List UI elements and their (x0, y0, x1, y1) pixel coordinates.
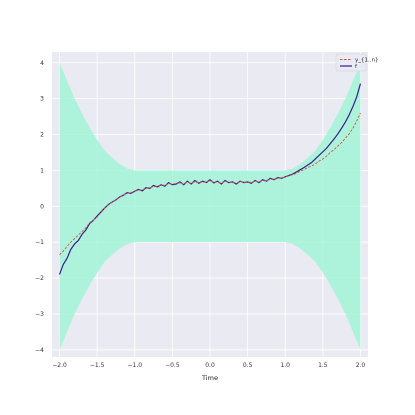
legend: y_{1..n} f (335, 53, 379, 72)
x-tick-label: 2.0 (356, 362, 366, 369)
y-tick-label: 1 (40, 167, 44, 174)
y-tick-label: 4 (40, 60, 44, 67)
y-tick-label: −4 (35, 347, 44, 354)
x-tick-label: −1.0 (127, 362, 142, 369)
confidence-band (59, 62, 361, 350)
x-tick-label: −0.5 (165, 362, 180, 369)
series-observations-line (59, 112, 361, 256)
y-tick-label: −1 (35, 239, 44, 246)
x-tick-label: 0.0 (205, 362, 215, 369)
band-layer (59, 62, 361, 350)
x-axis-label: Time (201, 374, 218, 382)
y-tick-label: 3 (40, 96, 44, 103)
legend-label-0: y_{1..n} (355, 58, 379, 64)
y-tick-label: −2 (35, 275, 44, 282)
x-tick-label: 1.5 (318, 362, 328, 369)
x-tick-label: −1.5 (90, 362, 105, 369)
legend-box (335, 53, 367, 72)
y-tick-label: 0 (40, 203, 44, 210)
legend-label-1: f (355, 64, 358, 70)
y-tick-label: 2 (40, 132, 44, 139)
tick-labels: −2.0 −1.5 −1.0 −0.5 0.0 0.5 1.0 1.5 2.0 −4 −3 −2 −1 0… (35, 60, 365, 369)
series-f-line (58, 83, 362, 275)
series-layer (58, 83, 362, 275)
y-tick-label: −3 (35, 311, 44, 318)
x-tick-label: −2.0 (52, 362, 67, 369)
x-tick-label: 0.5 (243, 362, 253, 369)
x-tick-label: 1.0 (280, 362, 290, 369)
